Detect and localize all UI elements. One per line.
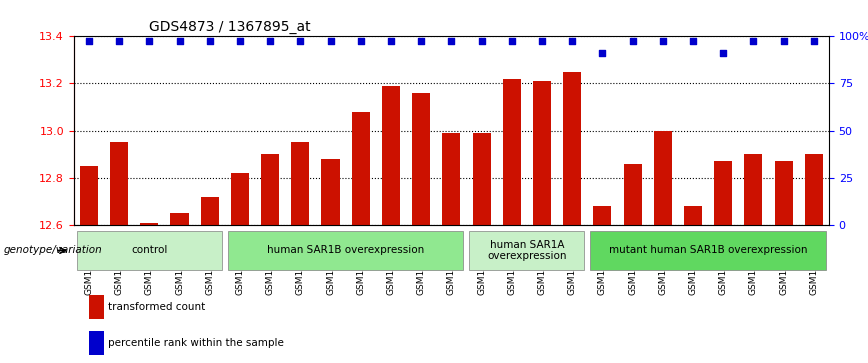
FancyBboxPatch shape [76,231,222,270]
Bar [623,164,641,225]
Point [444,38,458,44]
Bar [292,143,309,225]
Point [505,38,519,44]
FancyBboxPatch shape [470,231,584,270]
Bar [352,112,370,225]
Bar [201,197,219,225]
FancyBboxPatch shape [227,231,464,270]
Point [535,38,549,44]
Bar [80,166,98,225]
Point [263,38,277,44]
Text: mutant human SAR1B overexpression: mutant human SAR1B overexpression [608,245,807,256]
Bar [472,133,490,225]
Bar [321,159,339,225]
Point [475,38,489,44]
Bar [89,331,104,355]
Text: transformed count: transformed count [108,302,205,312]
Bar [110,143,128,225]
Text: control: control [131,245,168,256]
Bar [563,72,582,225]
Point [595,50,609,56]
Bar [805,154,823,225]
Point [686,38,700,44]
Bar [261,154,279,225]
Bar [774,162,792,225]
Text: GDS4873 / 1367895_at: GDS4873 / 1367895_at [149,20,311,34]
Bar [231,173,249,225]
Point [746,38,760,44]
Text: genotype/variation: genotype/variation [3,245,102,256]
Point [626,38,640,44]
Point [807,38,821,44]
Point [324,38,338,44]
Bar [412,93,431,225]
Point [112,38,126,44]
FancyBboxPatch shape [590,231,826,270]
Bar [170,213,188,225]
Point [354,38,368,44]
Point [203,38,217,44]
Bar [503,79,521,225]
Bar [654,131,672,225]
Point [142,38,156,44]
Text: human SAR1A
overexpression: human SAR1A overexpression [487,240,567,261]
Bar [684,206,702,225]
Bar [382,86,400,225]
Text: human SAR1B overexpression: human SAR1B overexpression [267,245,424,256]
Bar [745,154,762,225]
Point [293,38,307,44]
Point [173,38,187,44]
Bar [533,81,551,225]
Point [384,38,398,44]
Bar [594,206,611,225]
Text: percentile rank within the sample: percentile rank within the sample [108,338,284,348]
Bar [141,223,158,225]
Point [233,38,247,44]
Bar [714,162,733,225]
Point [716,50,730,56]
Bar [89,295,104,319]
Point [777,38,791,44]
Point [82,38,95,44]
Point [565,38,579,44]
Point [656,38,670,44]
Bar [443,133,460,225]
Point [414,38,428,44]
